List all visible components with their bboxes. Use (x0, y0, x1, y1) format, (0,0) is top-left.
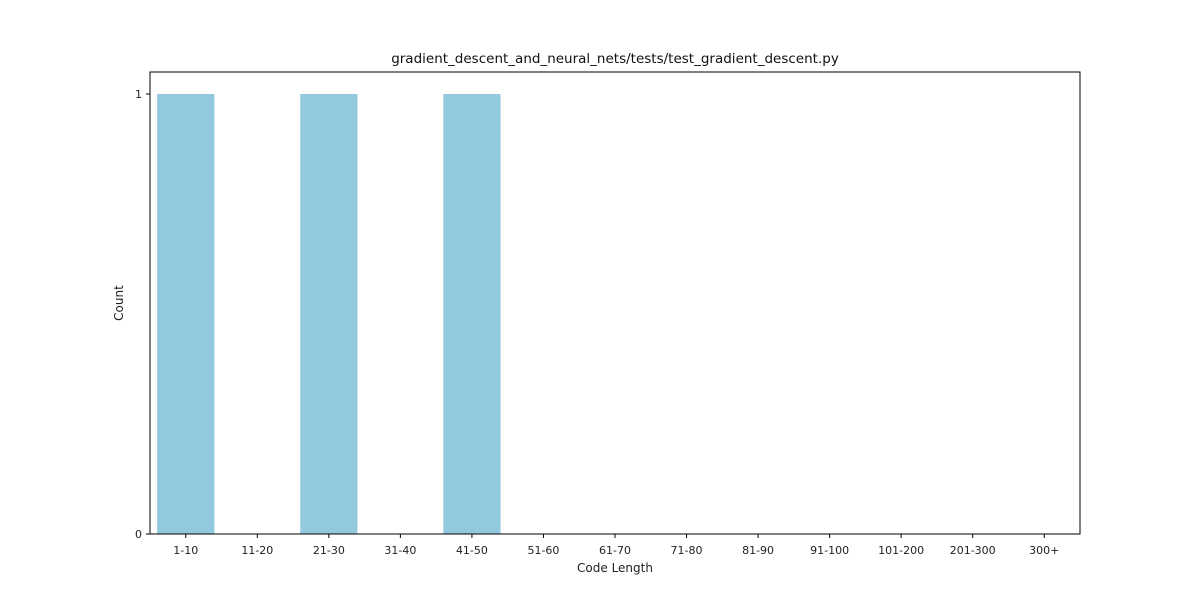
x-tick-label: 41-50 (456, 544, 488, 557)
bar-41-50 (443, 94, 501, 534)
x-tick-label: 91-100 (810, 544, 849, 557)
x-tick-label: 1-10 (173, 544, 198, 557)
y-tick-label: 0 (135, 528, 142, 541)
x-tick-label: 81-90 (742, 544, 774, 557)
x-tick-label: 11-20 (241, 544, 273, 557)
x-tick-label: 101-200 (878, 544, 924, 557)
chart-title: gradient_descent_and_neural_nets/tests/t… (391, 51, 839, 67)
x-tick-label: 21-30 (313, 544, 345, 557)
x-tick-label: 31-40 (384, 544, 416, 557)
y-tick-label: 1 (135, 88, 142, 101)
x-axis-label: Code Length (577, 561, 653, 575)
x-tick-label: 71-80 (671, 544, 703, 557)
plot-frame (149, 71, 1081, 535)
x-tick-label: 51-60 (527, 544, 559, 557)
x-tick-label: 201-300 (950, 544, 996, 557)
y-axis-label: Count (112, 285, 126, 321)
x-axis: 1-10 11-20 21-30 31-40 41-50 51-60 61-70 71-80 8… (173, 534, 1059, 557)
bars-group (157, 94, 501, 534)
y-axis: 01 (135, 88, 150, 541)
bar-21-30 (300, 94, 358, 534)
bar-1-10 (157, 94, 215, 534)
x-tick-label: 300+ (1029, 544, 1059, 557)
x-tick-label: 61-70 (599, 544, 631, 557)
